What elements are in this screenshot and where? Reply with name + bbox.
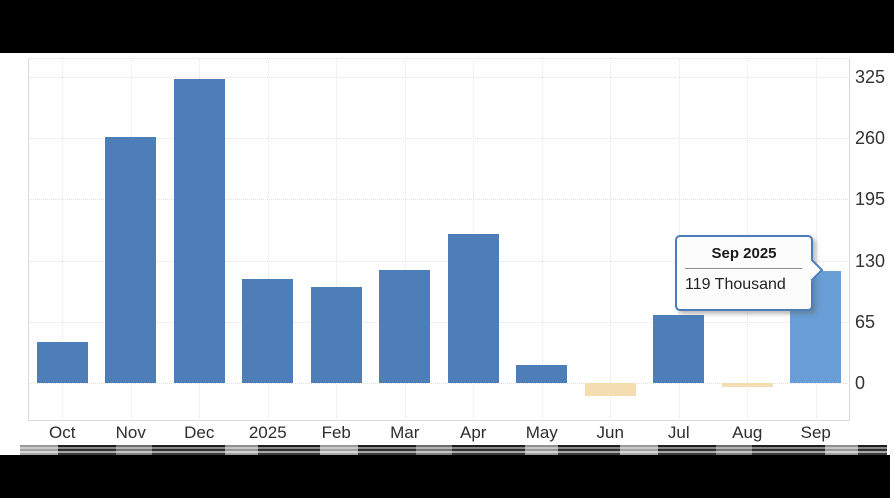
bar-mar[interactable] [379, 270, 431, 384]
gridline-v [610, 58, 612, 421]
x-axis-tick-label: Jun [596, 423, 624, 442]
bottom-striped-band [20, 445, 887, 456]
x-axis-tick-label: Feb [321, 423, 351, 442]
bar-nov[interactable] [105, 137, 157, 384]
gridline-h [28, 199, 850, 201]
y-axis-tick-label: 0 [855, 373, 866, 394]
gridline-v [404, 58, 406, 421]
bar-jun[interactable] [584, 383, 636, 396]
gridline-v [336, 58, 338, 421]
y-axis-tick-label: 195 [855, 189, 886, 210]
bar-may[interactable] [516, 365, 568, 384]
y-axis-tick-label: 325 [855, 66, 886, 87]
x-axis-tick-label: Oct [49, 423, 76, 442]
x-axis-tick-label: Apr [460, 423, 487, 442]
gridline-v [541, 58, 543, 421]
bar-dec[interactable] [173, 78, 225, 384]
gridline-h [28, 322, 850, 323]
y-axis-tick-label: 65 [855, 312, 876, 332]
x-axis-tick-label: Jul [667, 423, 690, 442]
gridline-h [28, 138, 850, 140]
bar-apr[interactable] [447, 234, 499, 384]
plot-area [28, 58, 850, 421]
x-axis-tick-label: May [525, 423, 558, 442]
gridline-v [62, 58, 64, 421]
bar-feb[interactable] [310, 287, 362, 384]
x-axis-tick-label: Aug [732, 423, 763, 442]
tooltip-value: 119 Thousand [685, 276, 786, 293]
gridline-v [267, 58, 269, 421]
x-axis-tick-label: 2025 [248, 423, 287, 442]
x-axis-tick-label: Nov [115, 423, 146, 442]
x-axis-tick-label: Dec [184, 423, 215, 442]
gridline-h [28, 260, 850, 262]
gridline-h [28, 76, 850, 78]
x-axis-tick-label: Sep [800, 423, 831, 442]
bottom-black-bar [0, 455, 890, 498]
y-axis-tick-label: 130 [855, 250, 886, 271]
tooltip-separator [685, 268, 803, 269]
bar-jul[interactable] [653, 315, 705, 384]
x-axis-tick-label: Mar [390, 423, 420, 442]
gridline-h [28, 383, 850, 385]
top-black-bar [0, 0, 894, 53]
bar-aug[interactable] [721, 383, 773, 388]
tooltip: Sep 2025 119 Thousand [675, 235, 824, 311]
y-axis-tick-label: 260 [855, 128, 886, 149]
bar-oct[interactable] [36, 341, 88, 384]
tooltip-title: Sep 2025 [711, 245, 777, 262]
gridline-v [815, 58, 817, 421]
bar-2025[interactable] [242, 278, 294, 384]
